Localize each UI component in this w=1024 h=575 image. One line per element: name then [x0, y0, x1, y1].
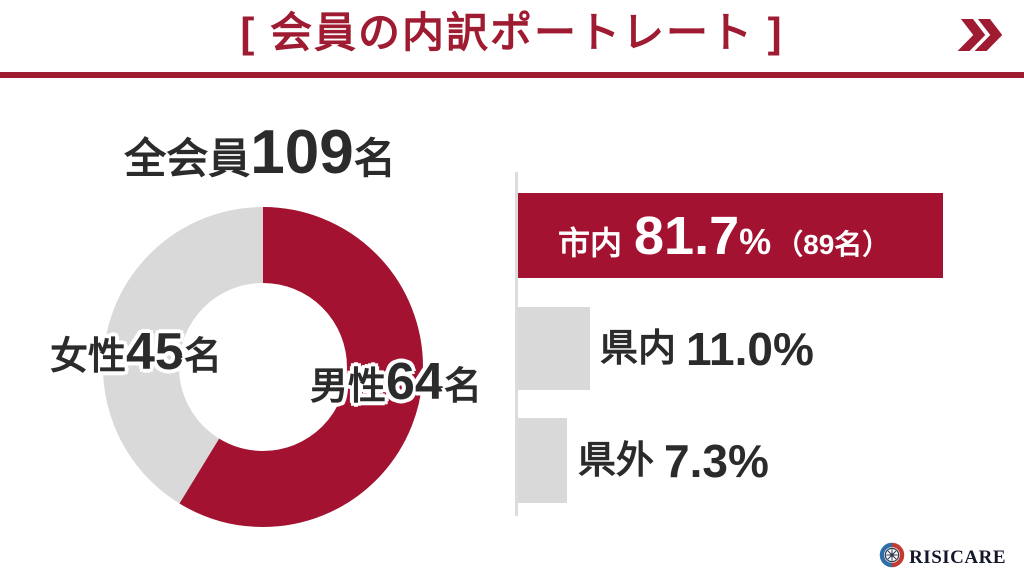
- male-label: 男性: [310, 366, 387, 408]
- total-label-text: 全会員: [124, 135, 251, 182]
- page-title: [ 会員の内訳ポートレート ]: [240, 9, 784, 56]
- bar-shinai-value: 81.7: [634, 205, 740, 266]
- bar-kennai-label: 県内 11.0%: [600, 307, 814, 390]
- title-divider: [0, 72, 1024, 78]
- donut-slice-male: [103, 207, 423, 527]
- bar-shinai: 市内 81.7% （89名）: [518, 193, 943, 278]
- bar-kennai-category: 県内: [600, 327, 677, 370]
- bar-kengai: [518, 418, 567, 503]
- bar-kennai: [518, 307, 590, 390]
- female-label: 女性: [50, 336, 127, 378]
- bar-shinai-count: （89名）: [775, 228, 891, 260]
- compass-wheel-emblem-icon: [878, 541, 906, 574]
- female-unit: 名: [183, 336, 222, 378]
- bar-shinai-label: 市内 81.7% （89名）: [518, 209, 890, 263]
- donut-chart: [103, 207, 423, 527]
- double-chevron-icon: [956, 19, 1004, 56]
- bar-kennai-value: 11.0%: [686, 322, 814, 375]
- donut-label-male: 男性 64 名: [310, 356, 482, 408]
- male-value: 64: [386, 353, 444, 411]
- female-value: 45: [126, 323, 184, 381]
- donut-label-female: 女性 45 名: [50, 326, 222, 378]
- total-value: 109: [250, 118, 354, 187]
- bar-shinai-suffix: %: [739, 220, 772, 262]
- male-unit: 名: [443, 366, 482, 408]
- bar-kengai-category: 県外: [578, 439, 655, 482]
- logo: RISICARE: [878, 541, 1006, 574]
- bar-chart-axis: [515, 172, 518, 516]
- bar-kengai-value: 7.3%: [664, 434, 769, 487]
- bar-shinai-category: 市内: [558, 224, 623, 261]
- donut-total-label: 全会員 109 名: [60, 122, 460, 184]
- bar-kengai-label: 県外 7.3%: [578, 418, 769, 503]
- total-unit: 名: [353, 135, 396, 182]
- logo-text: RISICARE: [909, 546, 1006, 568]
